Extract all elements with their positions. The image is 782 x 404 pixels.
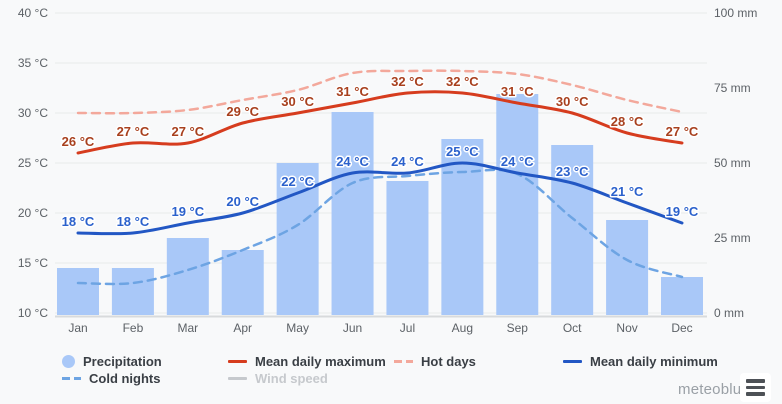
- point-label: 30 °C: [281, 94, 314, 109]
- legend-item-wind-speed[interactable]: Wind speed: [228, 370, 328, 386]
- legend-label-hot-days: Hot days: [421, 353, 476, 369]
- point-label: 27 °C: [666, 124, 699, 139]
- wind-speed-marker-icon: [228, 376, 247, 380]
- point-label: 21 °C: [611, 184, 644, 199]
- month-label: Apr: [233, 321, 252, 335]
- point-label: 32 °C: [391, 74, 424, 89]
- right-axis-tick-label: 50 mm: [714, 156, 751, 170]
- menu-button[interactable]: [740, 373, 771, 402]
- legend-label-precipitation: Precipitation: [83, 353, 162, 369]
- right-axis-tick-label: 0 mm: [714, 306, 744, 320]
- month-label: Sep: [507, 321, 529, 335]
- point-label: 31 °C: [501, 84, 534, 99]
- precipitation-bar[interactable]: [221, 250, 264, 315]
- legend-label-mean-daily-minimum: Mean daily minimum: [590, 353, 718, 369]
- month-label: Dec: [671, 321, 692, 335]
- month-label: Nov: [616, 321, 637, 335]
- left-axis-tick-label: 35 °C: [18, 56, 48, 70]
- mean-daily-minimum-marker-icon: [563, 359, 582, 363]
- hamburger-icon: [746, 392, 765, 396]
- month-label: Jun: [343, 321, 362, 335]
- hot-days-marker-icon: [394, 359, 413, 363]
- mean-daily-maximum-marker-icon: [228, 359, 247, 363]
- mean-daily-minimum-labels: 18 °C 18 °C 19 °C 20 °C 22 °C 24 °C 24 °C 25 °C…: [60, 143, 700, 231]
- point-label: 19 °C: [666, 204, 699, 219]
- left-axis-tick-label: 15 °C: [18, 256, 48, 270]
- point-label: 24 °C: [391, 154, 424, 169]
- point-label: 22 °C: [281, 174, 314, 189]
- left-axis-tick-label: 30 °C: [18, 106, 48, 120]
- gridlines: 10 °C 15 °C 20 °C 25 °C 30 °C 35 °C 40 °C 0 mm 2…: [18, 6, 758, 320]
- month-label: Feb: [123, 321, 144, 335]
- legend-item-mean-daily-minimum[interactable]: Mean daily minimum: [563, 353, 718, 369]
- left-axis-tick-label: 25 °C: [18, 156, 48, 170]
- mean-daily-maximum-labels: 26 °C 27 °C 27 °C 29 °C 30 °C 31 °C 32 °C 32 °C…: [60, 73, 700, 151]
- point-label: 26 °C: [62, 134, 95, 149]
- precipitation-bar[interactable]: [111, 268, 154, 315]
- cold-nights-line[interactable]: [76, 168, 684, 286]
- cold-nights-marker-icon: [62, 376, 81, 380]
- legend-item-hot-days[interactable]: Hot days: [394, 353, 476, 369]
- precipitation-bar[interactable]: [441, 139, 484, 315]
- point-label: 24 °C: [501, 154, 534, 169]
- month-labels: Jan Feb Mar Apr May Jun Jul Aug Sep Oct Nov Dec: [68, 321, 692, 335]
- legend-label-mean-daily-maximum: Mean daily maximum: [255, 353, 386, 369]
- precipitation-bar[interactable]: [661, 277, 703, 315]
- precipitation-bar[interactable]: [57, 268, 99, 315]
- month-label: Oct: [563, 321, 582, 335]
- left-axis-tick-label: 20 °C: [18, 206, 48, 220]
- month-label: Aug: [452, 321, 473, 335]
- month-label: Jan: [68, 321, 87, 335]
- point-label: 28 °C: [611, 114, 644, 129]
- climate-chart: 10 °C 15 °C 20 °C 25 °C 30 °C 35 °C 40 °C 0 mm 2…: [18, 6, 758, 335]
- hamburger-icon: [746, 379, 765, 383]
- month-label: May: [286, 321, 309, 335]
- legend-item-mean-daily-maximum[interactable]: Mean daily maximum: [228, 353, 386, 369]
- legend-item-cold-nights[interactable]: Cold nights: [62, 370, 161, 386]
- point-label: 31 °C: [336, 84, 369, 99]
- right-axis-tick-label: 100 mm: [714, 6, 757, 20]
- right-axis-tick-label: 25 mm: [714, 231, 751, 245]
- precipitation-bar[interactable]: [331, 112, 374, 315]
- precipitation-bar[interactable]: [386, 181, 429, 315]
- point-label: 18 °C: [117, 214, 150, 229]
- meteoblue-logo[interactable]: meteoblue: [678, 381, 750, 398]
- mean-daily-minimum-line[interactable]: [76, 161, 684, 236]
- hamburger-icon: [746, 385, 765, 390]
- precipitation-bars: [57, 94, 703, 315]
- right-axis-tick-label: 75 mm: [714, 81, 751, 95]
- month-label: Jul: [400, 321, 415, 335]
- point-label: 24 °C: [336, 154, 369, 169]
- precipitation-bar[interactable]: [496, 94, 539, 315]
- precipitation-marker-icon: [62, 354, 75, 368]
- point-label: 25 °C: [446, 144, 479, 159]
- point-label: 18 °C: [62, 214, 95, 229]
- point-label: 32 °C: [446, 74, 479, 89]
- point-label: 27 °C: [171, 124, 204, 139]
- point-label: 20 °C: [226, 194, 259, 209]
- point-label: 19 °C: [171, 204, 204, 219]
- point-label: 23 °C: [556, 164, 589, 179]
- legend-label-cold-nights: Cold nights: [89, 370, 161, 386]
- left-axis-tick-label: 10 °C: [18, 306, 48, 320]
- precipitation-bar[interactable]: [606, 220, 649, 315]
- month-label: Mar: [177, 321, 198, 335]
- mean-daily-maximum-line[interactable]: [76, 90, 684, 155]
- left-axis-tick-label: 40 °C: [18, 6, 48, 20]
- point-label: 29 °C: [226, 104, 259, 119]
- legend-item-precipitation[interactable]: Precipitation: [62, 353, 162, 369]
- precipitation-bar[interactable]: [166, 238, 209, 315]
- legend-label-wind-speed: Wind speed: [255, 370, 328, 386]
- hot-days-line[interactable]: [76, 69, 684, 115]
- point-label: 27 °C: [117, 124, 150, 139]
- point-label: 30 °C: [556, 94, 589, 109]
